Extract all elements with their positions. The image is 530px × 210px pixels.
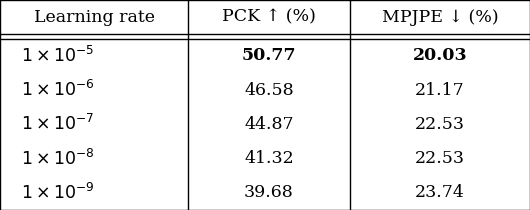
- Text: $1 \times 10^{-9}$: $1 \times 10^{-9}$: [21, 183, 95, 203]
- Text: PCK ↑ (%): PCK ↑ (%): [222, 9, 316, 26]
- Text: $1 \times 10^{-5}$: $1 \times 10^{-5}$: [21, 46, 94, 66]
- Text: 39.68: 39.68: [244, 184, 294, 201]
- Text: MPJPE ↓ (%): MPJPE ↓ (%): [382, 9, 498, 26]
- Text: 23.74: 23.74: [415, 184, 465, 201]
- Text: $1 \times 10^{-6}$: $1 \times 10^{-6}$: [21, 80, 95, 100]
- Text: 41.32: 41.32: [244, 150, 294, 167]
- Text: 50.77: 50.77: [242, 47, 296, 64]
- Text: 21.17: 21.17: [415, 82, 465, 99]
- Text: 22.53: 22.53: [415, 150, 465, 167]
- Text: 46.58: 46.58: [244, 82, 294, 99]
- Text: Learning rate: Learning rate: [33, 9, 155, 26]
- Text: $1 \times 10^{-8}$: $1 \times 10^{-8}$: [21, 149, 95, 169]
- Text: 20.03: 20.03: [412, 47, 467, 64]
- Text: 44.87: 44.87: [244, 116, 294, 133]
- Text: 22.53: 22.53: [415, 116, 465, 133]
- Text: $1 \times 10^{-7}$: $1 \times 10^{-7}$: [21, 114, 95, 134]
